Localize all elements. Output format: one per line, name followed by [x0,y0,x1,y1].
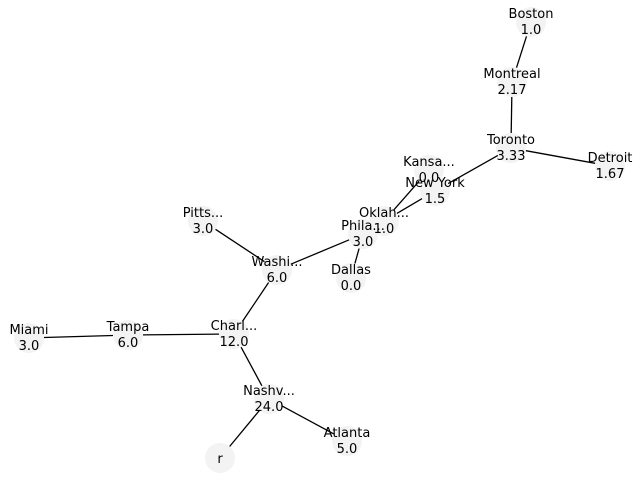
node-value-phila: 3.0 [353,235,374,250]
edge-layer [43,36,596,447]
edge-kansas-oklah [393,180,420,211]
node-circle-montreal [497,67,527,97]
edge-phila-dallas [354,248,360,264]
node-circle-r [205,443,235,473]
edge-newyork-oklah [396,198,423,214]
node-value-oklah: 1.0 [374,222,395,237]
node-value-charl: 12.0 [220,335,249,350]
node-circle-atlanta [332,426,362,456]
node-value-tampa: 6.0 [118,336,139,351]
node-value-dallas: 0.0 [341,279,362,294]
edge-nashv-r [229,410,260,447]
node-circle-toronto [496,133,526,163]
node-value-pitts: 3.0 [193,222,214,237]
node-circle-nashv [254,384,284,414]
edge-washi-charl [241,282,270,322]
node-circle-washi [262,255,292,285]
node-circle-detroit [595,151,625,181]
node-circle-newyork [420,176,450,206]
node-label-miami: Miami [9,323,48,338]
node-value-montreal: 2.17 [498,83,527,98]
node-value-boston: 1.0 [521,23,542,38]
node-value-detroit: 1.67 [596,167,625,182]
node-circle-charl [219,319,249,349]
edge-nashv-atlanta [281,405,335,435]
node-label-oklah: Oklah... [359,206,409,221]
node-label-pitts: Pitts... [183,206,224,221]
node-value-miami: 3.0 [19,339,40,354]
node-circle-phila [348,219,378,249]
node-label-newyork: New York [405,176,465,191]
edge-toronto-detroit [525,150,596,164]
node-label-kansas: Kansa... [403,155,455,170]
node-label-montreal: Montreal [483,67,540,82]
node-label-toronto: Toronto [486,133,535,148]
node-value-toronto: 3.33 [497,149,526,164]
edge-tampa-miami [43,334,114,339]
node-label-boston: Boston [509,7,554,22]
node-label-dallas: Dallas [331,263,371,278]
node-circle-tampa [113,320,143,350]
edge-montreal-toronto [510,96,513,134]
node-circle-dallas [336,263,366,293]
edge-boston-montreal [515,36,528,68]
node-circle-pitts [188,206,218,236]
node-value-newyork: 1.5 [425,192,446,207]
node-label-nashv: Nashv... [243,384,295,399]
node-value-kansas: 0.0 [419,171,440,186]
node-circle-miami [14,323,44,353]
node-value-washi: 6.0 [267,271,288,286]
edge-phila-washi [290,239,350,265]
node-circle-boston [516,7,546,37]
node-label-r: r [217,452,223,467]
node-label-phila: Phila... [341,219,385,234]
node-label-charl: Charl... [211,319,258,334]
node-value-atlanta: 5.0 [337,442,358,457]
node-label-tampa: Tampa [106,320,150,335]
node-label-detroit: Detroit [588,151,633,166]
node-value-nashv: 24.0 [255,400,284,415]
edge-charl-nashv [240,346,263,387]
node-label-atlanta: Atlanta [324,426,371,441]
node-layer [14,7,625,473]
node-label-washi: Washi... [251,255,302,270]
edge-toronto-newyork [447,154,499,185]
edge-charl-tampa [142,333,220,336]
edge-pitts-washi [215,228,265,263]
